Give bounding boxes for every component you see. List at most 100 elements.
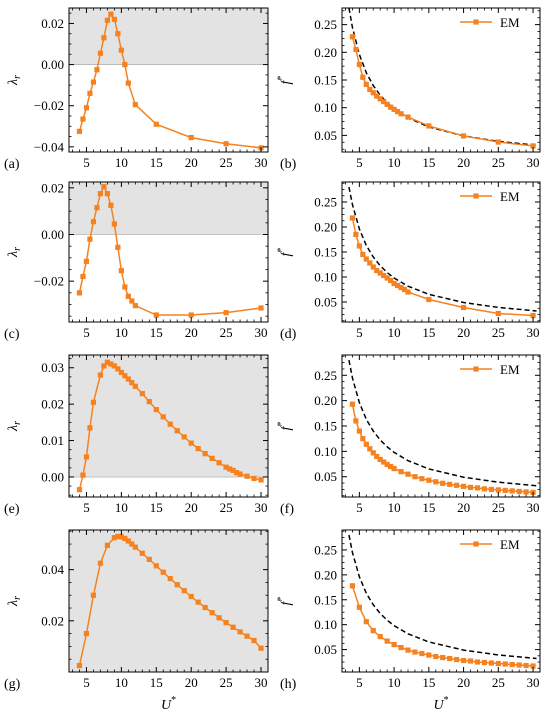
y-tick-label: 0.05	[314, 469, 337, 484]
reference-curve	[348, 534, 537, 660]
panel-c: 5 10 15 20 25 30 −0.02 0.00 0.02 λr (c)	[4, 180, 269, 342]
data-point	[132, 303, 138, 309]
data-point	[374, 267, 380, 274]
y-tick-label: 0.10	[314, 444, 337, 459]
y-axis-label-text: f*	[276, 76, 294, 85]
x-axis-label: U*	[433, 695, 448, 713]
data-point	[460, 483, 467, 489]
panel-label: (b)	[280, 157, 297, 172]
data-point	[233, 470, 240, 476]
x-tick-label: 30	[255, 675, 268, 690]
data-point	[467, 484, 474, 490]
y-axis-label: f*	[276, 248, 294, 257]
y-axis-label-text: λr	[6, 75, 23, 86]
data-point	[530, 663, 536, 669]
x-tick-label: 25	[220, 325, 233, 340]
data-point	[381, 99, 387, 105]
y-tick-label: 0.10	[314, 100, 337, 115]
data-point	[244, 633, 250, 639]
data-point	[516, 662, 522, 668]
data-point	[94, 67, 100, 73]
y-tick-label: 0.20	[314, 393, 337, 408]
y-tick-label: 0.10	[314, 270, 337, 285]
data-point	[216, 460, 222, 466]
data-point	[353, 46, 359, 53]
panel-g: 5 10 15 20 25 30 0.02 0.04 λr (g) U*	[4, 529, 269, 713]
data-point	[223, 464, 229, 470]
data-point	[251, 637, 257, 644]
shaded-region	[69, 530, 268, 672]
data-point	[181, 434, 187, 440]
data-point	[363, 441, 369, 447]
data-point	[502, 661, 508, 667]
x-tick-label: 5	[83, 675, 90, 690]
x-tick-label: 10	[115, 325, 128, 340]
data-point	[83, 631, 90, 637]
data-point	[125, 293, 131, 299]
data-point	[118, 534, 124, 540]
data-point	[223, 620, 229, 626]
data-point	[377, 634, 383, 640]
plot-frame	[68, 354, 269, 498]
x-tick-label: 15	[150, 325, 163, 340]
x-tick-label: 20	[457, 675, 470, 690]
data-point	[412, 649, 418, 655]
data-point	[405, 471, 411, 477]
series-line	[351, 36, 534, 147]
data-point	[108, 11, 114, 17]
x-tick-label: 15	[422, 155, 435, 170]
legend-label: EM	[500, 15, 520, 30]
data-point	[223, 310, 229, 316]
x-tick-label: 20	[457, 325, 470, 340]
y-tick-label: 0.05	[314, 128, 337, 143]
data-point	[381, 272, 387, 279]
data-point	[129, 298, 135, 304]
plot-frame	[68, 7, 269, 153]
data-point	[132, 102, 138, 108]
panel-label: (d)	[280, 327, 297, 342]
y-axis-label: λr	[6, 596, 23, 607]
y-axis-label-text: λr	[6, 421, 23, 432]
data-point	[388, 104, 394, 110]
x-tick-label: 30	[255, 500, 268, 515]
data-point	[391, 106, 397, 112]
x-tick-label: 15	[422, 675, 435, 690]
data-point	[374, 93, 380, 99]
x-tick-label: 15	[150, 675, 163, 690]
y-tick-label: 0.20	[314, 567, 337, 582]
y-tick-label: −0.04	[34, 139, 65, 154]
data-point	[153, 563, 159, 569]
data-point	[367, 260, 373, 266]
data-point	[188, 135, 194, 141]
y-tick-label: 0.25	[314, 195, 337, 210]
data-point	[118, 47, 124, 53]
x-tick-label: 10	[115, 675, 128, 690]
y-axis-label-text: f*	[276, 248, 294, 257]
y-tick-label: 0.02	[41, 16, 64, 31]
x-tick-label: 30	[527, 500, 540, 515]
data-point	[405, 114, 411, 120]
data-point	[349, 401, 356, 407]
data-point	[83, 105, 90, 111]
data-point	[76, 128, 83, 135]
data-point	[405, 289, 411, 295]
data-point	[122, 373, 128, 379]
panel-label: (g)	[4, 677, 21, 692]
data-point	[111, 535, 117, 541]
y-tick-label: 0.25	[314, 17, 337, 32]
x-tick-label: 15	[422, 500, 435, 515]
y-axis-label-text: f*	[276, 597, 294, 606]
reference-curve	[348, 186, 537, 312]
data-point	[97, 372, 104, 378]
panel-e: 5 10 15 20 25 30 0.00 0.01 0.02 0.03 λr (e)	[4, 354, 269, 517]
data-point	[230, 624, 236, 630]
data-point	[398, 469, 404, 475]
y-axis-label: f*	[276, 76, 294, 85]
x-tick-label: 10	[388, 675, 401, 690]
data-point	[405, 647, 411, 653]
data-point	[523, 662, 529, 669]
x-tick-label: 25	[492, 155, 505, 170]
x-tick-label: 5	[356, 155, 363, 170]
data-point	[377, 270, 383, 276]
